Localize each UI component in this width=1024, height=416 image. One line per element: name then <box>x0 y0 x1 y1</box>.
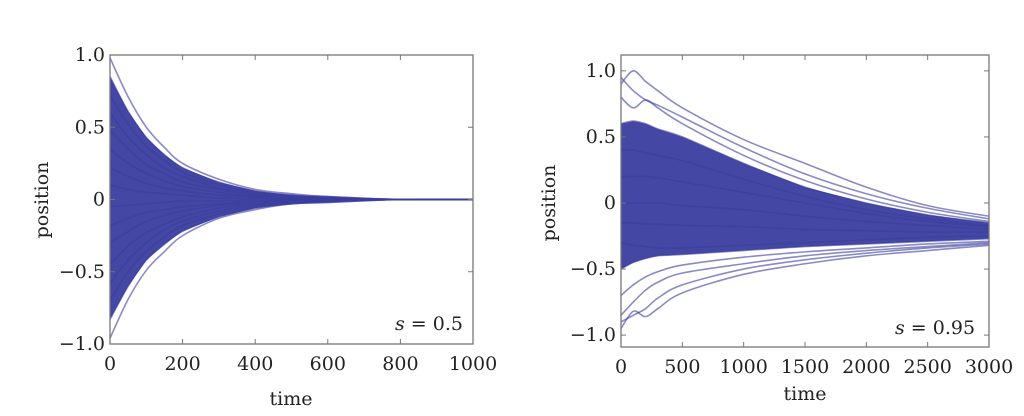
x-tick-label: 800 <box>382 353 418 375</box>
x-axis-label: time <box>270 388 313 410</box>
y-tick-label: 0 <box>93 189 105 211</box>
trajectory-line-6 <box>621 201 989 231</box>
x-tick-label: 2000 <box>842 356 890 378</box>
x-tick-label: 500 <box>664 356 700 378</box>
trajectory-line-3 <box>621 120 989 224</box>
x-tick-label: 1000 <box>449 353 497 375</box>
trajectory-line-4 <box>621 149 989 227</box>
parameter-annotation: s = 0.95 <box>895 317 975 339</box>
y-tick-label: −1.0 <box>59 333 105 355</box>
y-tick-label: −1.0 <box>570 324 616 346</box>
x-tick-label: 0 <box>615 356 627 378</box>
x-tick-label: 3000 <box>965 356 1013 378</box>
x-axis-label: time <box>784 383 827 405</box>
left-plot-panel: position time s = 0.5 0 200 400 600 800 1000 1… <box>31 44 497 410</box>
annotation-value: = 0.95 <box>905 317 975 339</box>
y-tick-label: 1.0 <box>586 60 616 82</box>
trajectory-line-10 <box>621 240 989 297</box>
x-tick-label: 600 <box>310 353 346 375</box>
trajectory-line-13 <box>621 244 989 329</box>
right-plot-panel: position time s = 0.95 0 500 1000 1500 2000 2… <box>538 54 1013 405</box>
trajectory-line-9 <box>621 237 989 270</box>
y-tick-label: 1.0 <box>75 44 105 66</box>
x-tick-label: 1000 <box>719 356 767 378</box>
y-tick-label: 0 <box>604 192 616 214</box>
y-tick-label: 0.5 <box>75 116 105 138</box>
x-tick-label: 0 <box>104 353 116 375</box>
trajectory-line-5 <box>621 175 989 228</box>
trajectory-line-15 <box>110 198 473 339</box>
plot-area <box>110 57 473 339</box>
y-axis-label: position <box>31 162 53 239</box>
trajectory-line-11 <box>621 241 989 316</box>
x-tick-label: 2500 <box>903 356 951 378</box>
trajectory-line-2 <box>621 96 989 223</box>
annotation-value: = 0.5 <box>405 313 463 335</box>
trajectory-line-7 <box>621 221 989 233</box>
parameter-annotation: s = 0.5 <box>395 313 463 335</box>
annotation-var: s <box>895 317 905 339</box>
annotation-var: s <box>395 313 405 335</box>
y-tick-label: −0.5 <box>570 258 616 280</box>
trajectory-line-12 <box>621 243 989 323</box>
y-tick-label: −0.5 <box>59 261 105 283</box>
x-tick-label: 1500 <box>781 356 829 378</box>
trajectory-line-0 <box>621 70 989 217</box>
y-axis-label: position <box>538 165 560 242</box>
trajectory-line-8 <box>621 235 989 249</box>
y-tick-label: 0.5 <box>586 126 616 148</box>
plot-area <box>621 70 989 329</box>
trajectory-line-1 <box>621 76 989 220</box>
trajectory-line-13 <box>110 198 473 302</box>
x-tick-label: 200 <box>164 353 200 375</box>
x-tick-label: 400 <box>237 353 273 375</box>
